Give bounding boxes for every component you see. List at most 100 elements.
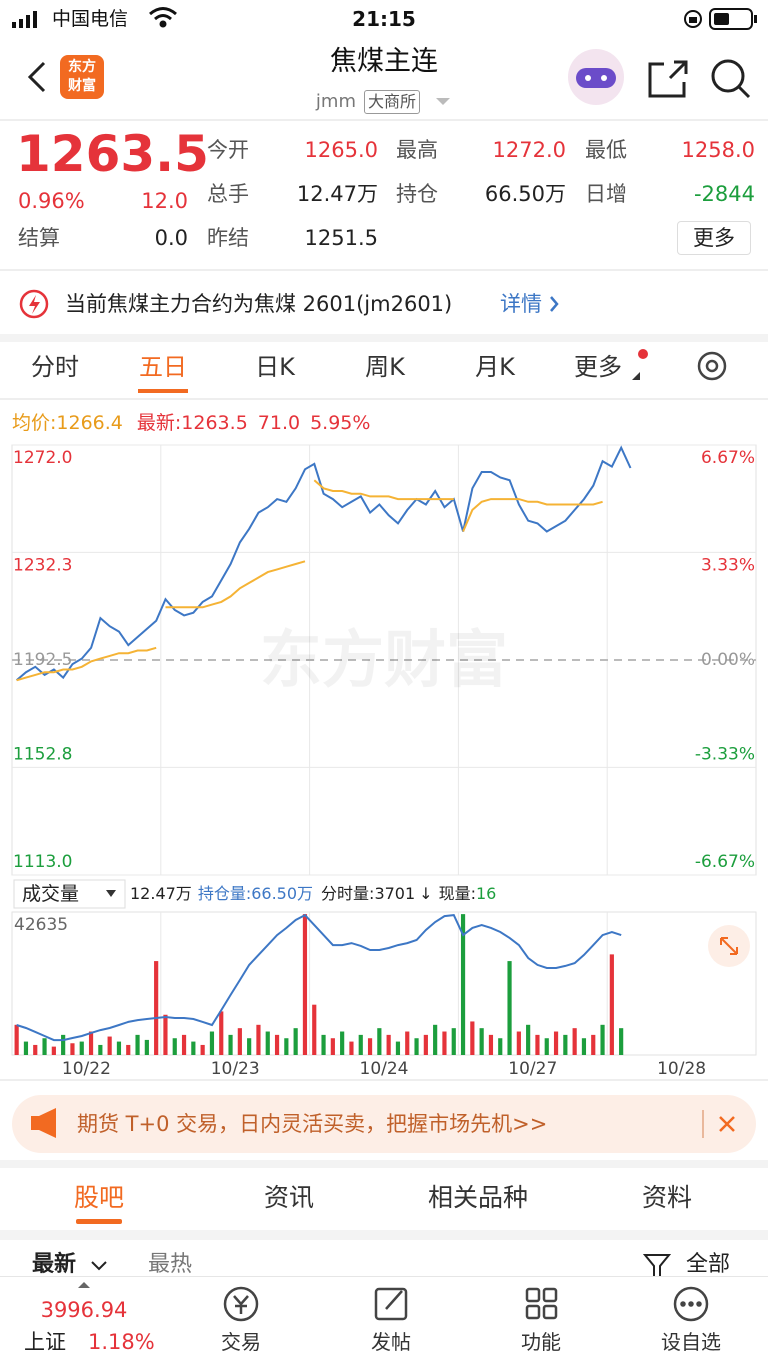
- volume-bar: [321, 1034, 326, 1055]
- volume-bar: [340, 1031, 345, 1055]
- x-tick-label: 10/27: [508, 1059, 557, 1079]
- y2-tick-label: -3.33%: [695, 744, 755, 764]
- volume-bar: [88, 1031, 94, 1055]
- volume-bar: [619, 1028, 624, 1055]
- volume-bar: [61, 1034, 66, 1055]
- battery-icon: [709, 8, 757, 30]
- chevron: [550, 296, 559, 312]
- field-label: 最低: [585, 138, 627, 162]
- notice-link[interactable]: 详情: [500, 292, 542, 316]
- volume-bar: [572, 1028, 577, 1055]
- chart-tab[interactable]: 月K: [475, 353, 515, 381]
- volume-bar: [405, 1031, 410, 1055]
- volume-bar: [191, 1041, 196, 1055]
- chart-tab[interactable]: 分时: [31, 353, 79, 381]
- volume-bar: [479, 1028, 484, 1055]
- bottom-bar: [0, 1276, 768, 1366]
- volume-bar: [498, 1038, 503, 1055]
- change: 12.0: [141, 189, 188, 213]
- chart-tab[interactable]: 日K: [255, 353, 295, 381]
- search-button[interactable]: [711, 59, 751, 99]
- logo-text: 东方: [68, 59, 96, 75]
- volume-bar: [442, 1031, 447, 1055]
- tab-indicator: [76, 1219, 122, 1224]
- chart-legend: 均价: 1266.4 最新: 1263.5 71.0 5.95%: [12, 409, 370, 437]
- volume-selector[interactable]: [13, 879, 126, 909]
- expand-button[interactable]: [708, 925, 750, 967]
- volume-bar: [293, 1028, 298, 1055]
- page-title: 焦煤主连: [330, 46, 438, 77]
- contract-code: jmm: [315, 91, 356, 112]
- field-label: 最高: [396, 138, 438, 162]
- nav-item[interactable]: 交易: [221, 1330, 261, 1354]
- section-tab[interactable]: 资料: [641, 1183, 692, 1212]
- volume-bar: [609, 954, 614, 1055]
- volume-bar: [581, 1038, 587, 1055]
- section-tab[interactable]: 资讯: [263, 1183, 314, 1212]
- banner-text[interactable]: 期货 T+0 交易，日内灵活买卖，把握市场先机>>: [77, 1112, 548, 1136]
- volume-bar: [526, 1024, 531, 1055]
- back-button[interactable]: [27, 61, 46, 93]
- volume-bar: [126, 1044, 131, 1055]
- volume-bar: [135, 1034, 140, 1055]
- sort-latest[interactable]: 最新: [32, 1252, 77, 1277]
- volume-bar: [209, 1031, 215, 1055]
- nav-item[interactable]: 功能: [521, 1330, 561, 1354]
- field-value: 1272.0: [492, 138, 566, 162]
- volume-bar: [42, 1038, 47, 1055]
- lock-icon: [684, 10, 702, 28]
- chart-tab[interactable]: 五日: [139, 353, 187, 381]
- volume-bar: [144, 1039, 149, 1055]
- share-button[interactable]: [648, 60, 688, 98]
- x-tick-label: 10/22: [62, 1059, 111, 1079]
- volume-bar: [553, 1031, 559, 1055]
- settle-value: 0.0: [154, 226, 188, 250]
- avatar[interactable]: [568, 49, 624, 105]
- nav-item[interactable]: 发帖: [371, 1330, 411, 1354]
- volume-bar: [563, 1034, 568, 1055]
- index-change: 1.18%: [88, 1330, 155, 1354]
- chevron: [91, 1261, 107, 1271]
- trade-icon[interactable]: [223, 1286, 259, 1322]
- volume-selector-label[interactable]: 成交量: [22, 883, 80, 905]
- dropdown-icon: [106, 890, 116, 897]
- legend-item: 71.0: [257, 412, 301, 434]
- alert-icon: [19, 289, 49, 319]
- volume-bar: [33, 1044, 38, 1055]
- chart-tab[interactable]: 周K: [365, 353, 405, 381]
- volume-info-item: 12.47万: [130, 884, 192, 903]
- filter-all[interactable]: 全部: [686, 1252, 731, 1277]
- more-button[interactable]: 更多: [677, 221, 751, 255]
- close-button[interactable]: [719, 1116, 735, 1132]
- series-line: [16, 913, 622, 1042]
- post-icon[interactable]: [374, 1287, 408, 1321]
- field-value: 1265.0: [304, 138, 378, 162]
- volume-bar: [423, 1034, 428, 1055]
- banner[interactable]: [12, 1095, 756, 1153]
- volume-bar: [516, 1031, 521, 1055]
- volume-bar: [433, 1024, 438, 1055]
- series-line: [165, 560, 306, 609]
- sort-hot[interactable]: 最热: [148, 1252, 193, 1277]
- section-tab[interactable]: 股吧: [73, 1183, 124, 1212]
- legend-item: 1263.5: [181, 412, 248, 434]
- y-tick-label: 42635: [14, 915, 68, 935]
- y2-tick-label: 3.33%: [701, 556, 755, 576]
- settings-button[interactable]: [697, 351, 727, 381]
- field-value: -2844: [693, 182, 755, 206]
- separator: [0, 334, 768, 342]
- collapse-icon: [78, 1282, 90, 1288]
- volume-bar: [367, 1038, 373, 1055]
- settle-label: 结算: [18, 226, 60, 250]
- volume-bar: [237, 1028, 242, 1055]
- section-tab[interactable]: 相关品种: [427, 1183, 528, 1212]
- volume-bar: [228, 1034, 233, 1055]
- watchlist-icon[interactable]: [673, 1286, 709, 1322]
- chart-tab[interactable]: 更多: [574, 353, 622, 381]
- nav-item[interactable]: 设自选: [661, 1330, 721, 1354]
- function-icon[interactable]: [525, 1287, 558, 1320]
- index-name: 上证: [24, 1330, 66, 1354]
- legend-item: 1266.4: [56, 412, 123, 434]
- volume-bar: [395, 1041, 401, 1055]
